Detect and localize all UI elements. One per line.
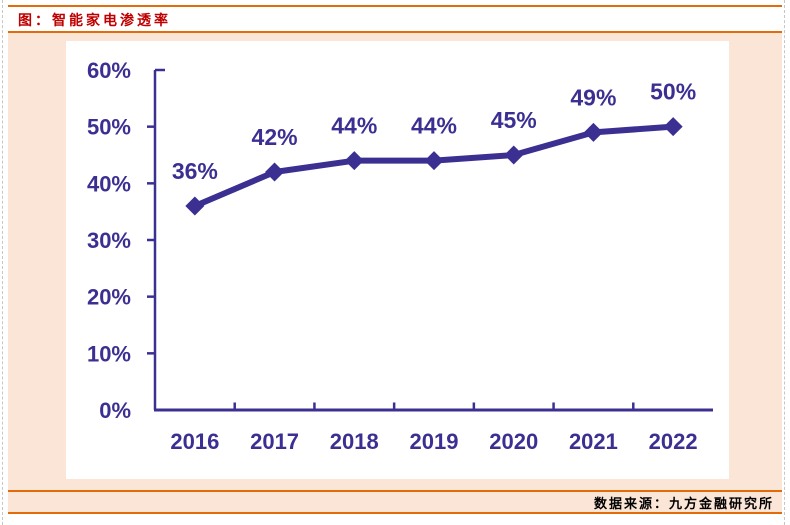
source-bar: 数据来源：九方金融研究所 [8,490,782,514]
x-category-label: 2019 [410,429,459,454]
page-border-left [2,0,3,525]
data-point-label: 42% [252,124,298,150]
line-chart: 0% 10% 20% 30% 40% 50% 60% 2016 2017 2018 2019 2020… [87,58,713,454]
data-point-label: 44% [411,113,457,139]
x-category-label: 2016 [170,429,219,454]
y-tick-label: 40% [87,171,131,196]
data-source-text: 数据来源：九方金融研究所 [593,495,774,511]
title-divider [8,31,782,33]
data-point-marker [583,122,603,142]
x-category-label: 2018 [330,429,379,454]
data-point-label: 44% [331,113,377,139]
page-border-right [784,0,785,525]
data-point-marker [344,151,364,171]
y-tick-label: 10% [87,341,131,366]
x-category-label: 2020 [489,429,538,454]
chart-area: 0% 10% 20% 30% 40% 50% 60% 2016 2017 2018 2019 2020… [66,41,729,479]
y-tick-label: 0% [99,398,131,423]
data-point-label: 49% [570,84,616,110]
data-point-marker [424,151,444,171]
data-point-label: 50% [650,79,696,105]
data-point-marker [504,145,524,165]
figure-title: 图：智能家电渗透率 [18,12,171,28]
y-tick-label: 50% [87,115,131,140]
y-tick-label: 60% [87,58,131,83]
y-tick-label: 20% [87,285,131,310]
y-tick-label: 30% [87,228,131,253]
data-point-marker [185,196,205,216]
data-point-marker [663,117,683,137]
figure-panel: 0% 10% 20% 30% 40% 50% 60% 2016 2017 2018 2019 2020… [8,33,782,490]
data-point-label: 45% [491,107,537,133]
top-divider [8,5,782,7]
data-point-label: 36% [172,158,218,184]
x-category-label: 2022 [649,429,698,454]
x-category-label: 2017 [250,429,299,454]
data-point-marker [265,162,285,182]
x-category-label: 2021 [569,429,618,454]
